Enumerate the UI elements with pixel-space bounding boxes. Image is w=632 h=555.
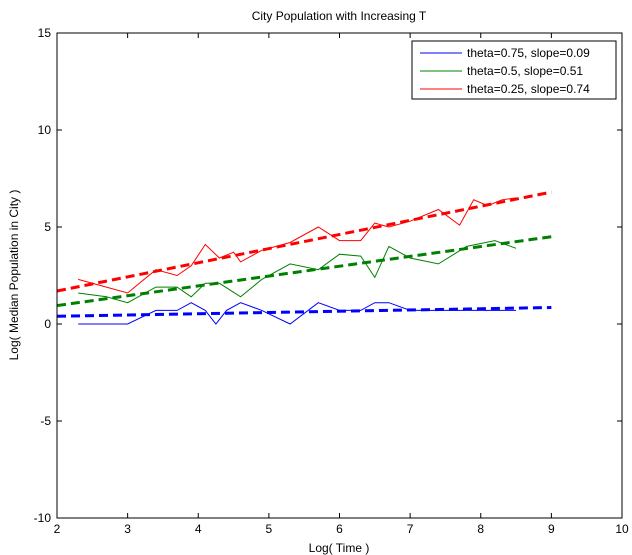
y-tick-label: 5 (44, 220, 51, 234)
x-tick-label: 2 (54, 522, 61, 536)
y-tick-label: 10 (38, 123, 52, 137)
x-tick-label: 3 (124, 522, 131, 536)
series-line (78, 197, 517, 294)
y-tick-label: -5 (40, 414, 51, 428)
x-tick-label: 5 (266, 522, 273, 536)
legend: theta=0.75, slope=0.09 theta=0.5, slope=0… (411, 40, 617, 100)
y-tick-label: 0 (44, 317, 51, 331)
x-axis-label: Log( Time ) (309, 541, 370, 555)
x-tick-label: 9 (548, 522, 555, 536)
legend-label: theta=0.5, slope=0.51 (467, 64, 583, 78)
series-lines (78, 197, 517, 325)
x-tick-label: 10 (615, 522, 629, 536)
x-tick-label: 4 (195, 522, 202, 536)
series-line (78, 240, 517, 304)
y-tick-label: 15 (38, 26, 52, 40)
legend-label: theta=0.75, slope=0.09 (467, 46, 590, 60)
chart-title: City Population with Increasing T (252, 9, 427, 23)
fit-line (56, 306, 552, 318)
x-tick-label: 6 (336, 522, 343, 536)
y-axis-label: Log( Median Population in City ) (7, 190, 21, 361)
plot-frame (56, 32, 623, 519)
legend-label: theta=0.25, slope=0.74 (467, 82, 590, 96)
x-tick-label: 7 (407, 522, 414, 536)
plot-area (57, 33, 622, 518)
axis-ticks: 2 3 4 5 6 7 8 9 10 -10 -5 0 5 10 15 (34, 26, 629, 536)
x-tick-label: 8 (477, 522, 484, 536)
y-tick-label: -10 (34, 511, 52, 525)
series-line (78, 302, 517, 325)
